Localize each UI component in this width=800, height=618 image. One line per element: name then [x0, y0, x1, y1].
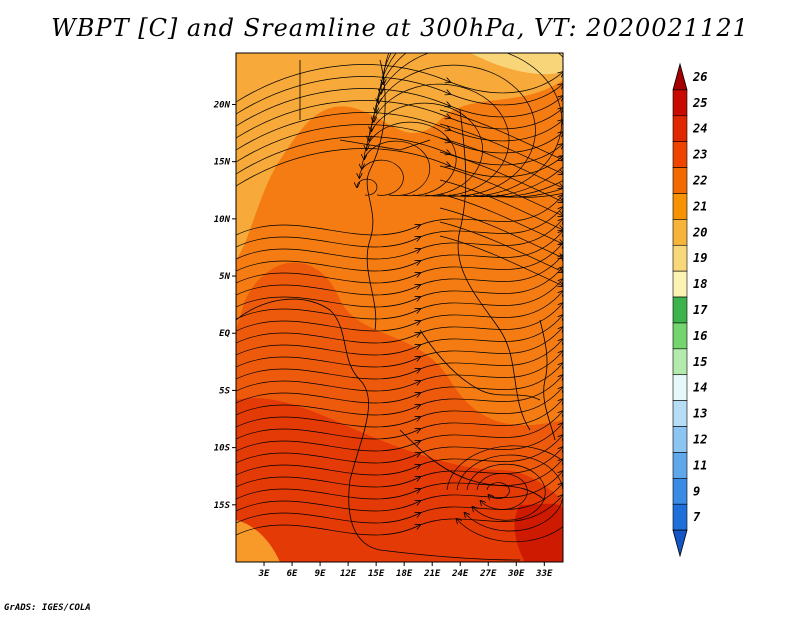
streamline — [439, 235, 563, 286]
colorbar-label: 21 — [692, 199, 707, 213]
streamline — [439, 109, 563, 160]
streamline — [456, 454, 563, 532]
streamline — [439, 179, 563, 230]
colorbar-top-triangle — [672, 62, 688, 91]
colorbar-segment — [672, 193, 688, 220]
colorbar-segment — [672, 374, 688, 401]
lat-tick-label: 15N — [214, 158, 231, 168]
lon-tick-label: 33E — [535, 569, 553, 579]
streamline — [362, 140, 431, 196]
colorbar-bottom-triangle — [672, 529, 688, 558]
colorbar-segment — [672, 89, 688, 117]
lat-tick-label: 10N — [214, 215, 231, 225]
colorbar-segment — [672, 426, 688, 453]
streamline — [439, 151, 563, 202]
colorbar-label: 25 — [692, 96, 707, 110]
streamline — [476, 473, 528, 510]
lon-tick-label: 15E — [368, 569, 385, 579]
grads-credit: GrADS: IGES/COLA — [4, 603, 91, 613]
colorbar-label: 9 — [693, 484, 700, 498]
lon-tick-label: 12E — [340, 569, 357, 579]
lon-tick-label: 24E — [451, 569, 469, 579]
wbpt-19-region-northeast — [470, 53, 563, 75]
colorbar-label: 14 — [693, 381, 707, 395]
colorbar-label: 26 — [692, 70, 707, 84]
lon-tick-label: 3E — [258, 569, 270, 579]
lat-tick-label: 5N — [219, 272, 230, 282]
streamline — [486, 482, 510, 499]
streamline — [439, 165, 563, 216]
lon-tick-label: 9E — [315, 569, 326, 579]
lat-tick-label: 5S — [219, 386, 230, 396]
lat-tick-label: 20N — [213, 100, 231, 110]
lon-tick-label: 18E — [396, 569, 413, 579]
colorbar-label: 17 — [693, 303, 708, 317]
streamline — [439, 137, 563, 188]
colorbar-label: 23 — [692, 148, 707, 162]
colorbar-segment — [672, 115, 688, 142]
colorbar-label: 11 — [693, 458, 707, 472]
colorbar-label: 24 — [692, 122, 707, 136]
colorbar-label: 19 — [693, 251, 707, 265]
streamline — [236, 148, 563, 187]
lon-tick-label: 6E — [287, 569, 298, 579]
colorbar-label: 12 — [693, 432, 707, 446]
streamline — [236, 495, 563, 536]
colorbar-label: 22 — [692, 174, 707, 188]
colorbar-label: 18 — [693, 277, 707, 291]
latitude-axis: 20N 15N 10N 5N EQ 5S 10S 15S — [213, 100, 236, 511]
colorbar-segment — [672, 503, 688, 531]
lon-tick-label: 30E — [507, 569, 525, 579]
colorbar-segment — [672, 141, 688, 168]
colorbar: 26 25 24 23 22 21 20 19 18 17 16 15 14 13 12 11 9 7 — [672, 62, 708, 558]
colorbar-segment — [672, 348, 688, 376]
map-field — [236, 53, 563, 562]
streamline — [439, 221, 563, 272]
lat-tick-label: 15S — [214, 501, 231, 511]
wbpt-20-region-north — [236, 53, 563, 260]
colorbar-label: 16 — [693, 329, 707, 343]
colorbar-segment — [672, 322, 688, 350]
lon-tick-label: 27E — [479, 569, 497, 579]
map-frame — [235, 52, 564, 563]
colorbar-segment — [672, 167, 688, 194]
streamline — [446, 445, 563, 543]
chart-title: WBPT [C] and Sreamline at 300hPa, VT: 20… — [51, 14, 749, 42]
lat-tick-label: EQ — [219, 329, 230, 339]
colorbar-label: 20 — [692, 225, 707, 239]
colorbar-segment — [672, 478, 688, 505]
colorbar-segment — [672, 296, 688, 324]
streamline — [357, 178, 378, 196]
colorbar-segment — [672, 400, 688, 427]
streamline — [466, 463, 546, 521]
streamline — [379, 53, 563, 198]
colorbar-segment — [672, 219, 688, 246]
longitude-axis: 3E 6E 9E 12E 15E 18E 21E 24E 27E 30E 33E — [258, 562, 553, 579]
streamline — [439, 193, 563, 244]
colorbar-segment — [672, 244, 688, 272]
colorbar-segment — [672, 452, 688, 479]
streamline — [439, 207, 563, 258]
colorbar-segment — [672, 270, 688, 298]
lon-tick-label: 21E — [423, 569, 441, 579]
streamline — [439, 123, 563, 174]
colorbar-label: 7 — [693, 510, 701, 524]
streamlines — [236, 53, 563, 543]
lat-tick-label: 10S — [214, 444, 231, 454]
colorbar-label: 15 — [693, 355, 707, 369]
colorbar-label: 13 — [693, 407, 707, 421]
